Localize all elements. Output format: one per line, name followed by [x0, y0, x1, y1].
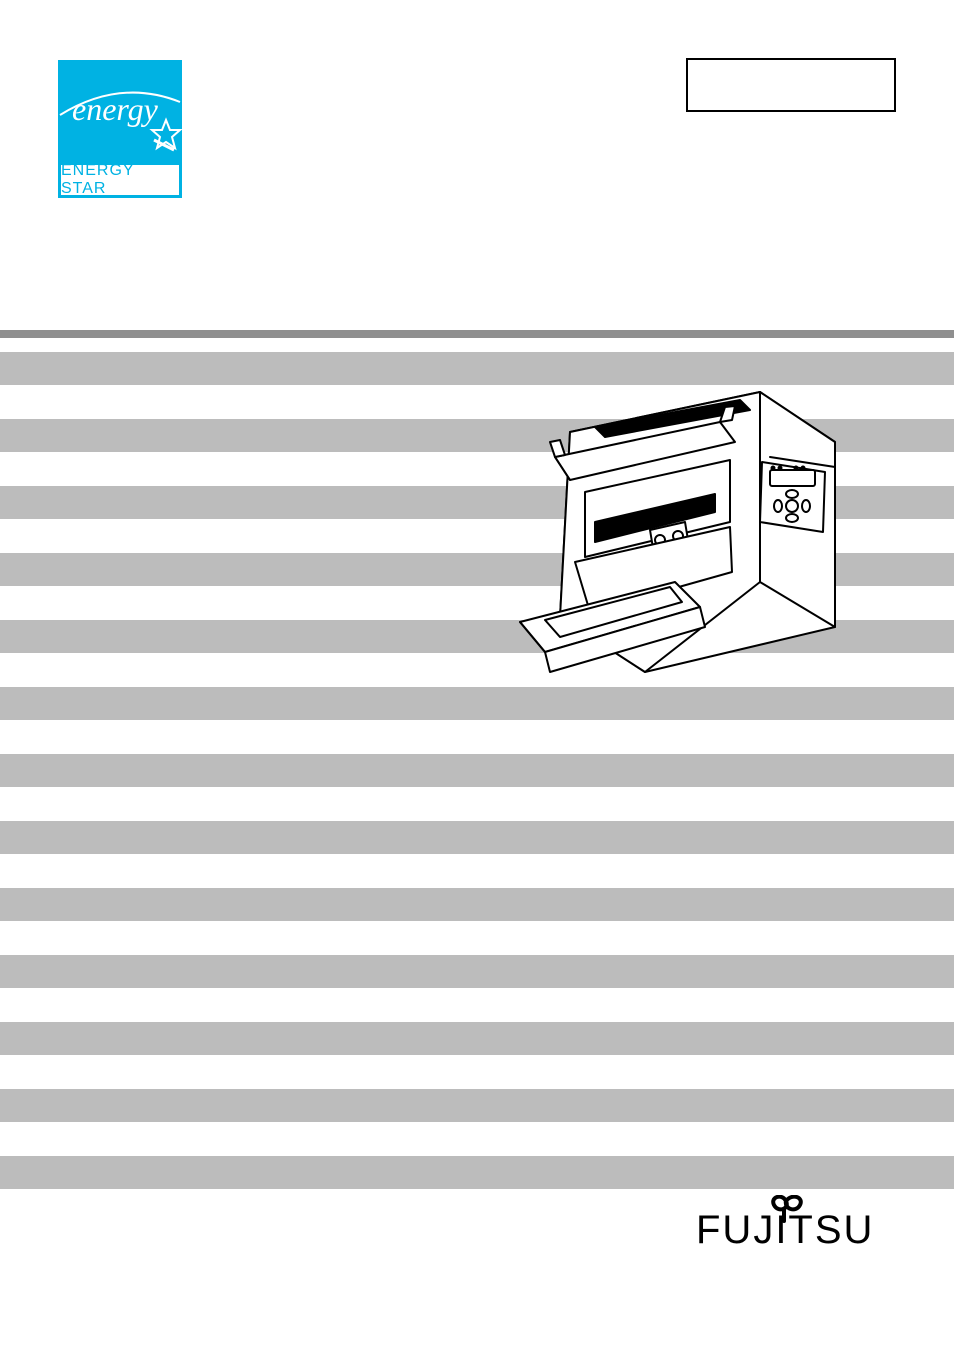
energy-star-script-text: energy — [72, 91, 159, 127]
energy-star-swoosh-icon: energy — [58, 60, 182, 162]
stripe — [0, 955, 954, 988]
stripe — [0, 754, 954, 787]
fujitsu-logo: FUJITSU — [696, 1195, 896, 1250]
stripe — [0, 888, 954, 921]
stripe — [0, 1022, 954, 1055]
energy-star-badge: energy ENERGY STAR — [58, 60, 182, 198]
accent-bar — [0, 330, 954, 338]
fujitsu-logo-text: FUJITSU — [696, 1208, 874, 1250]
stripe — [0, 1089, 954, 1122]
top-right-box — [686, 58, 896, 112]
stripe — [0, 687, 954, 720]
stripe — [0, 1156, 954, 1189]
page: energy ENERGY STAR — [0, 0, 954, 1350]
stripe — [0, 419, 954, 452]
stripe — [0, 486, 954, 519]
stripe-region — [0, 330, 954, 1200]
stripe — [0, 821, 954, 854]
stripe — [0, 352, 954, 385]
stripe — [0, 620, 954, 653]
energy-star-label-text: ENERGY STAR — [61, 162, 179, 198]
stripe — [0, 553, 954, 586]
energy-star-label: ENERGY STAR — [58, 162, 182, 198]
